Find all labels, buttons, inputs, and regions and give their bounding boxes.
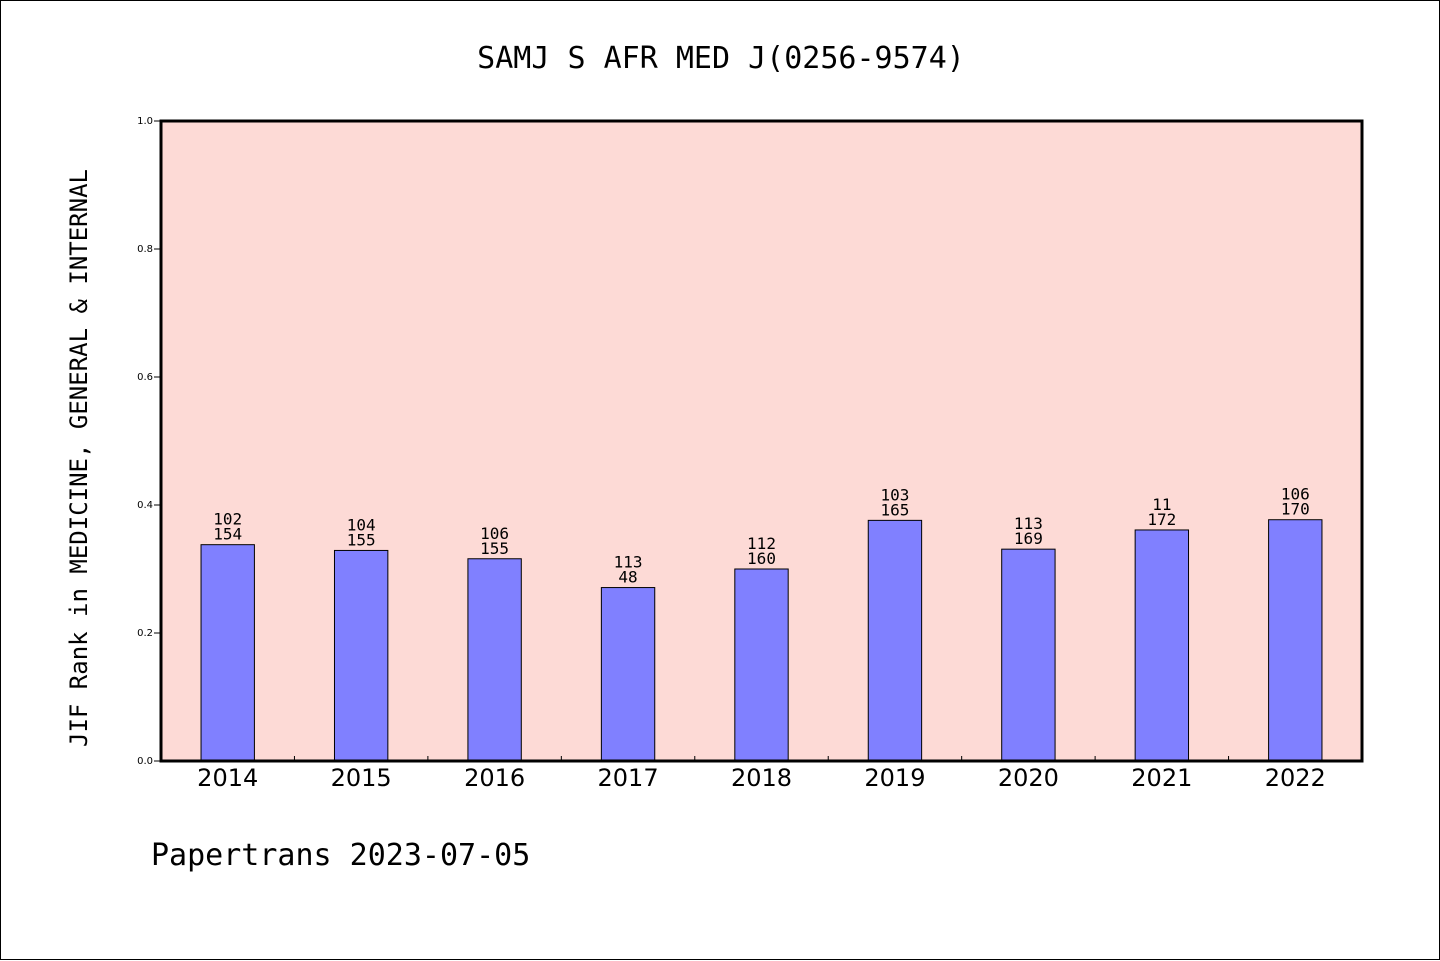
bar-rank-label: 106	[480, 524, 509, 543]
bar-total-label: 170	[1281, 500, 1310, 519]
y-tick-label: 1.0	[137, 116, 153, 127]
y-tick-label: 0.4	[137, 500, 153, 511]
plot-border	[159, 119, 1364, 763]
bar-rank-label: 11	[1152, 495, 1171, 514]
x-tick-label: 2017	[598, 764, 659, 792]
bar	[1001, 548, 1056, 762]
bar	[1134, 529, 1190, 762]
bars	[200, 519, 1323, 762]
x-tick-label: 2022	[1265, 764, 1326, 792]
bar	[200, 544, 255, 762]
source-footer: Papertrans 2023-07-05	[151, 838, 530, 873]
bar-total-label: 155	[347, 530, 376, 549]
x-tick-label: 2014	[197, 764, 258, 792]
chart-title: SAMJ S AFR MED J(0256-9574)	[477, 41, 965, 76]
y-axis-ticks: 0.0 0.2 0.4 0.6 0.8 1.0	[137, 116, 161, 767]
bar	[734, 568, 789, 762]
bar-rank-label: 102	[213, 510, 242, 529]
bar	[467, 558, 522, 762]
y-tick-label: 0.6	[137, 372, 153, 383]
x-tick-label: 2021	[1131, 764, 1192, 792]
bar	[867, 519, 923, 762]
bar-rank-label: 104	[347, 515, 376, 534]
bar-rank-label: 112	[747, 534, 776, 553]
bar-total-label: 160	[747, 549, 776, 568]
y-tick-label: 0.8	[137, 244, 153, 255]
bar	[1268, 519, 1323, 762]
bar-total-label: 48	[618, 568, 637, 587]
bar-rank-label: 113	[614, 553, 643, 572]
y-tick-label: 0.2	[137, 628, 153, 639]
y-tick-label: 0.0	[137, 756, 153, 767]
bar-rank-label: 103	[880, 485, 909, 504]
x-tick-label: 2020	[998, 764, 1059, 792]
x-tick-label: 2018	[731, 764, 792, 792]
x-tick-label: 2016	[464, 764, 525, 792]
x-tick-label: 2019	[864, 764, 925, 792]
bar	[600, 587, 656, 762]
y-axis-label: JIF Rank in MEDICINE, GENERAL & INTERNAL	[65, 169, 93, 747]
bar-total-label: 155	[480, 539, 509, 558]
x-axis-ticks: 2014 2015 2016 2017 2018 2019 2020 2021 2022	[197, 756, 1326, 792]
bar-total-label: 165	[880, 500, 909, 519]
bar-rank-label: 106	[1281, 485, 1310, 504]
bar-rank-label: 113	[1014, 514, 1043, 533]
bar-total-label: 154	[213, 525, 242, 544]
bar	[333, 549, 389, 762]
bar-total-label: 169	[1014, 529, 1043, 548]
x-tick-label: 2015	[331, 764, 392, 792]
bar-total-label: 172	[1147, 510, 1176, 529]
